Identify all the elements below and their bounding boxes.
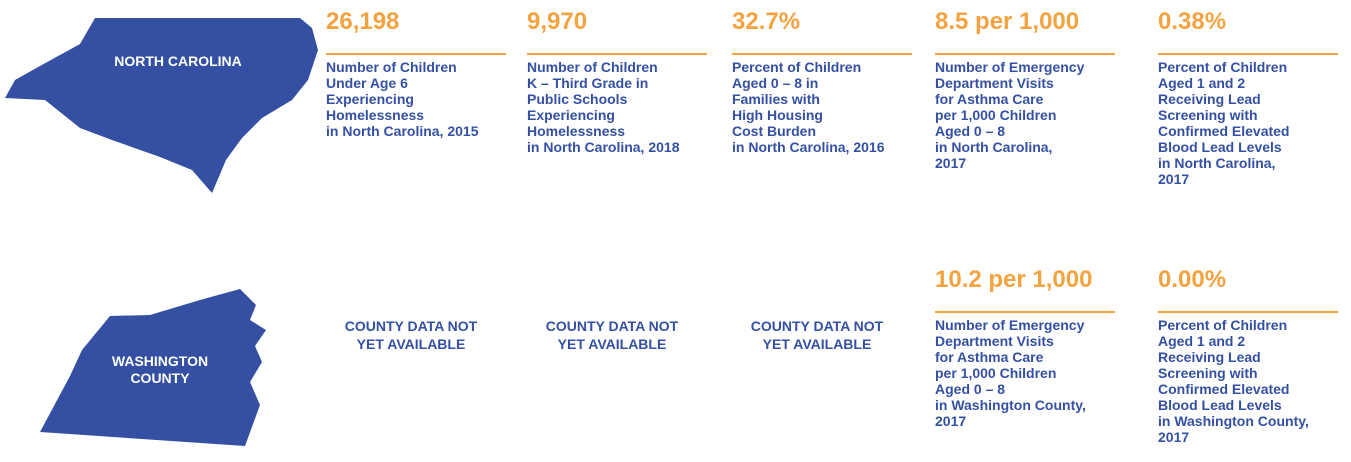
stat-description: for Asthma Care — [935, 349, 1044, 365]
stat-description: Cost Burden — [732, 123, 816, 139]
stat-description: Blood Lead Levels — [1158, 139, 1282, 155]
stat-description: Number of Emergency — [935, 317, 1085, 333]
no-data-note: COUNTY DATA NOT — [750, 318, 884, 334]
stat-description: 2017 — [935, 413, 967, 429]
stat-description: Aged 1 and 2 — [1158, 75, 1246, 91]
stat-description: Homelessness — [527, 123, 626, 139]
stat-value: 32.7% — [732, 8, 801, 35]
stat-value: 9,970 — [527, 8, 588, 35]
stat-description: K – Third Grade in — [527, 75, 649, 91]
stat-value: 10.2 per 1,000 — [935, 266, 1093, 293]
stat-rule — [527, 53, 707, 55]
stat-value: 26,198 — [326, 8, 400, 35]
stat-description: Number of Children — [326, 59, 457, 75]
stat-description: Confirmed Elevated — [1158, 123, 1290, 139]
stat-description: Experiencing — [527, 107, 615, 123]
stat-description: in Washington County, — [935, 397, 1086, 413]
stat-description: in North Carolina, 2015 — [326, 123, 479, 139]
stat-description: Families with — [732, 91, 820, 107]
stat-description: Department Visits — [935, 333, 1054, 349]
stat-description: 2017 — [935, 155, 967, 171]
stat-description: High Housing — [732, 107, 823, 123]
stat-description: Aged 0 – 8 — [935, 381, 1006, 397]
stat-rule — [1158, 311, 1338, 313]
stat-description: Public Schools — [527, 91, 628, 107]
no-data-note: COUNTY DATA NOT — [344, 318, 478, 334]
stat-description: in North Carolina, — [1158, 155, 1276, 171]
stat-description: Aged 0 – 8 — [935, 123, 1006, 139]
stat-description: Confirmed Elevated — [1158, 381, 1290, 397]
stat-description: Screening with — [1158, 107, 1258, 123]
stat-description: per 1,000 Children — [935, 107, 1057, 123]
stat-description: Receiving Lead — [1158, 91, 1261, 107]
stat-description: Aged 0 – 8 in — [732, 75, 819, 91]
no-data-note: YET AVAILABLE — [356, 336, 466, 352]
stat-description: 2017 — [1158, 171, 1190, 187]
state-map — [5, 18, 318, 193]
stat-description: in North Carolina, — [935, 139, 1053, 155]
county-label: COUNTY — [130, 370, 190, 386]
stat-description: in North Carolina, 2018 — [527, 139, 680, 155]
stat-rule — [732, 53, 912, 55]
stat-description: Aged 1 and 2 — [1158, 333, 1246, 349]
stat-value: 0.00% — [1158, 266, 1227, 293]
stat-value: 8.5 per 1,000 — [935, 8, 1080, 35]
stat-description: Percent of Children — [732, 59, 862, 75]
stat-description: Under Age 6 — [326, 75, 408, 91]
stat-description: Homelessness — [326, 107, 425, 123]
stat-value: 0.38% — [1158, 8, 1227, 35]
stat-description: Experiencing — [326, 91, 414, 107]
maps: NORTH CAROLINA WASHINGTON COUNTY — [5, 18, 318, 446]
stat-description: for Asthma Care — [935, 91, 1044, 107]
stat-description: 2017 — [1158, 429, 1190, 445]
no-data-note: COUNTY DATA NOT — [545, 318, 679, 334]
stat-description: in Washington County, — [1158, 413, 1309, 429]
county-map — [40, 289, 266, 446]
stat-description: Department Visits — [935, 75, 1054, 91]
stat-description: Receiving Lead — [1158, 349, 1261, 365]
stat-description: per 1,000 Children — [935, 365, 1057, 381]
stat-rule — [935, 311, 1115, 313]
stat-description: Screening with — [1158, 365, 1258, 381]
stat-rule — [1158, 53, 1338, 55]
state-label: NORTH CAROLINA — [114, 53, 242, 69]
no-data-note: YET AVAILABLE — [557, 336, 667, 352]
stat-description: Number of Emergency — [935, 59, 1085, 75]
stat-rule — [326, 53, 506, 55]
county-label: WASHINGTON — [112, 353, 208, 369]
stat-description: Percent of Children — [1158, 317, 1288, 333]
no-data-note: YET AVAILABLE — [762, 336, 872, 352]
stat-description: Blood Lead Levels — [1158, 397, 1282, 413]
stat-description: Number of Children — [527, 59, 658, 75]
stat-description: in North Carolina, 2016 — [732, 139, 885, 155]
stat-description: Percent of Children — [1158, 59, 1288, 75]
stat-rule — [935, 53, 1115, 55]
